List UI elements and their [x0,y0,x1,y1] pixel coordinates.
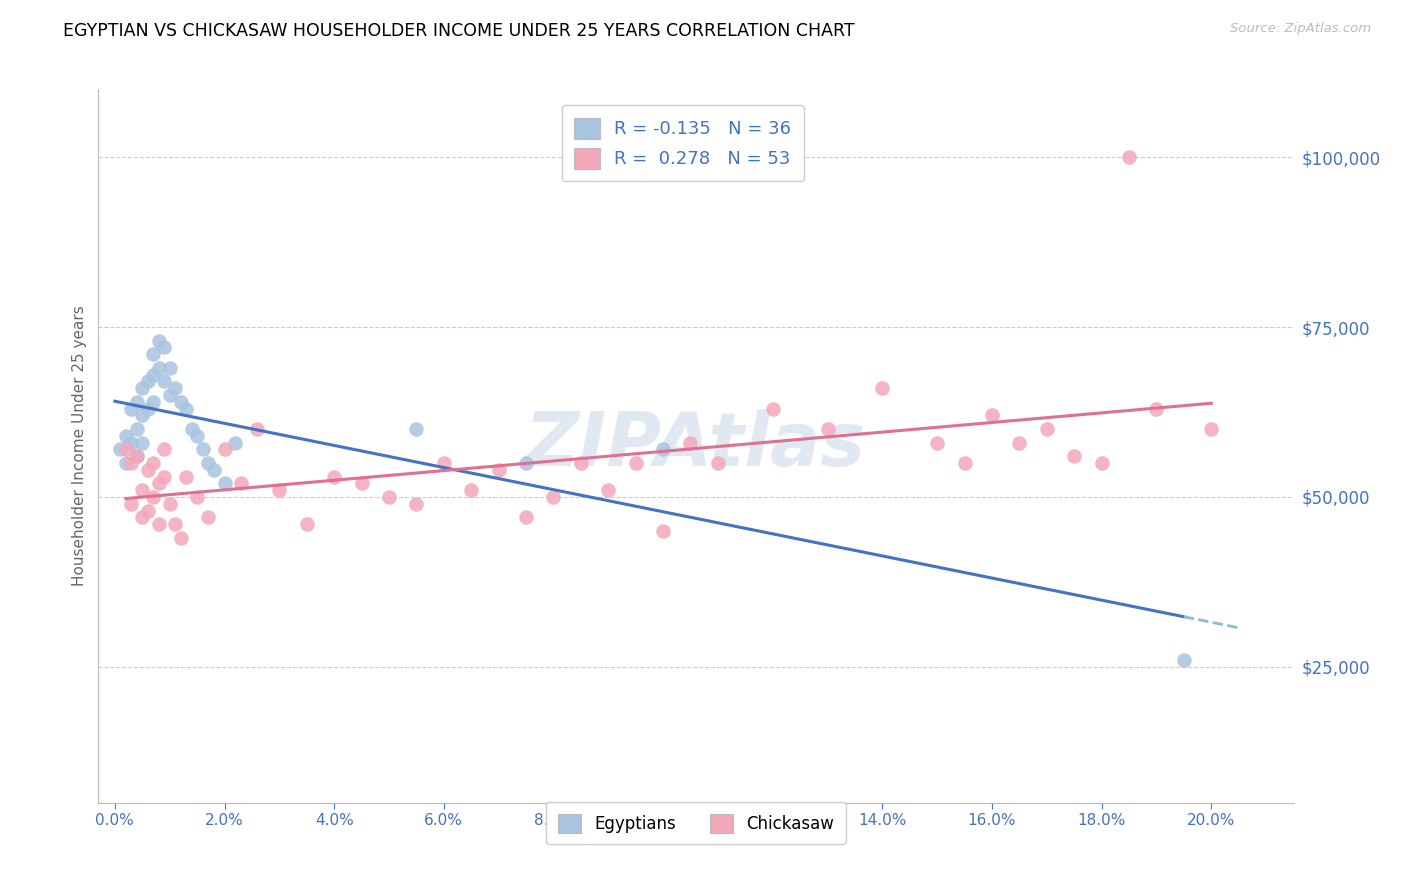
Point [174,401,197,416]
Point [1036,422,1059,436]
Point [1173,653,1195,667]
Point [515,456,537,470]
Point [180,422,202,436]
Point [433,456,456,470]
Point [165,517,187,532]
Point [120,401,142,416]
Point [214,476,236,491]
Point [125,422,148,436]
Point [624,456,647,470]
Point [186,490,208,504]
Point [229,476,252,491]
Point [515,510,537,524]
Point [120,435,142,450]
Point [569,456,592,470]
Point [125,394,148,409]
Point [131,409,153,423]
Point [114,429,136,443]
Point [1008,435,1031,450]
Point [323,469,346,483]
Point [927,435,949,450]
Point [131,510,153,524]
Point [460,483,482,498]
Point [1063,449,1085,463]
Point [488,463,510,477]
Point [136,401,159,416]
Text: EGYPTIAN VS CHICKASAW HOUSEHOLDER INCOME UNDER 25 YEARS CORRELATION CHART: EGYPTIAN VS CHICKASAW HOUSEHOLDER INCOME… [63,22,855,40]
Point [148,476,170,491]
Legend: Egyptians, Chickasaw: Egyptians, Chickasaw [546,802,846,845]
Point [295,517,318,532]
Point [202,463,225,477]
Point [652,524,675,538]
Point [136,375,159,389]
Text: Source: ZipAtlas.com: Source: ZipAtlas.com [1230,22,1371,36]
Point [142,394,165,409]
Point [136,503,159,517]
Point [142,490,165,504]
Point [186,429,208,443]
Point [350,476,373,491]
Point [153,469,176,483]
Point [214,442,236,457]
Point [114,442,136,457]
Point [1146,401,1168,416]
Point [679,435,702,450]
Point [142,347,165,361]
Point [953,456,976,470]
Point [153,375,176,389]
Point [153,442,176,457]
Point [598,483,620,498]
Point [120,497,142,511]
Point [110,442,132,457]
Point [159,388,181,402]
Point [872,381,894,395]
Point [148,517,170,532]
Point [148,360,170,375]
Point [269,483,291,498]
Point [543,490,565,504]
Point [136,463,159,477]
Point [142,456,165,470]
Point [165,381,187,395]
Point [142,368,165,382]
Point [197,510,219,524]
Point [1201,422,1223,436]
Point [131,381,153,395]
Point [197,456,219,470]
Point [191,442,214,457]
Point [125,449,148,463]
Point [125,449,148,463]
Y-axis label: Householder Income Under 25 years: Householder Income Under 25 years [72,306,87,586]
Point [652,442,675,457]
Point [159,497,181,511]
Point [131,435,153,450]
Point [1091,456,1114,470]
Point [405,497,427,511]
Point [159,360,181,375]
Point [817,422,839,436]
Point [131,483,153,498]
Point [405,422,427,436]
Point [114,456,136,470]
Point [148,334,170,348]
Point [246,422,269,436]
Point [174,469,197,483]
Point [378,490,401,504]
Point [120,456,142,470]
Point [981,409,1004,423]
Point [762,401,785,416]
Text: ZIPAtlas: ZIPAtlas [526,409,866,483]
Point [224,435,246,450]
Point [707,456,730,470]
Point [169,394,191,409]
Point [153,341,176,355]
Point [1118,150,1140,164]
Point [169,531,191,545]
